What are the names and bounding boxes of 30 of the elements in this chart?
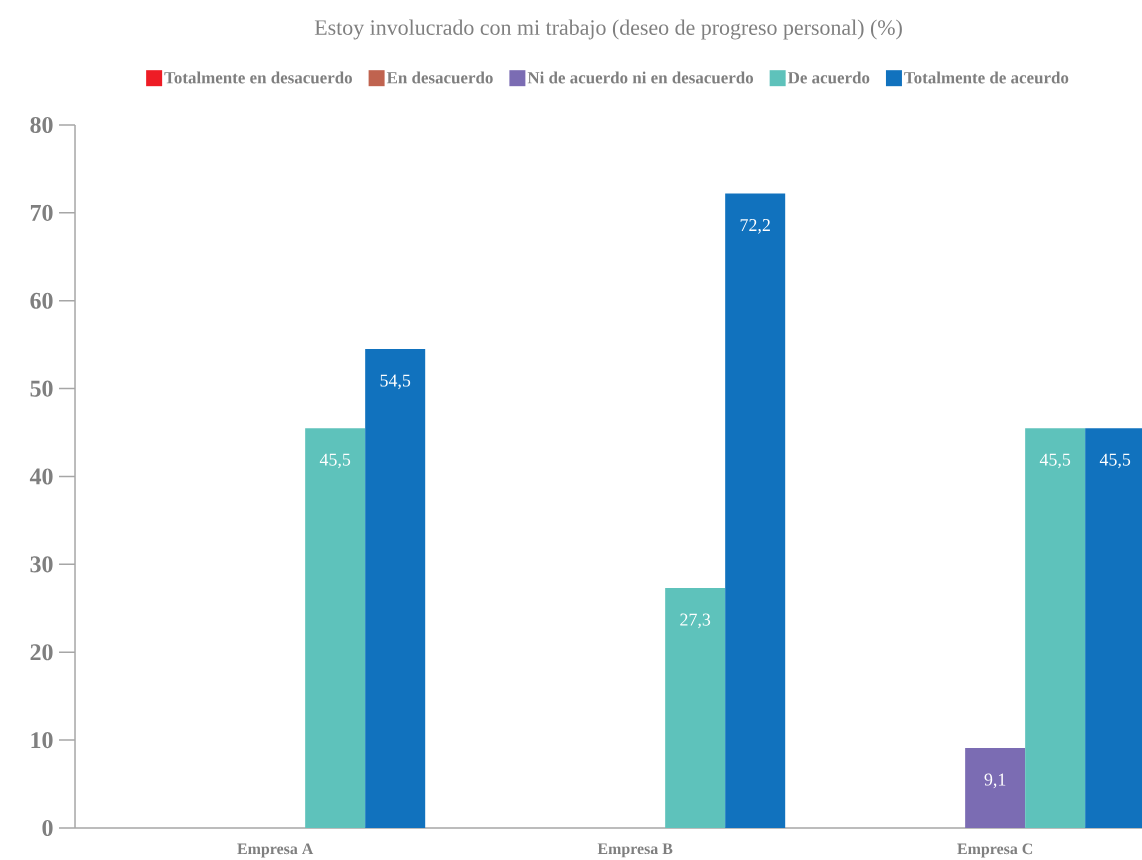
x-tick-label: Empresa C bbox=[957, 843, 1033, 858]
y-tick-label: 0 bbox=[42, 819, 53, 837]
y-tick-label: 70 bbox=[30, 204, 53, 221]
bar bbox=[965, 748, 1026, 828]
data-label: 54,5 bbox=[380, 374, 411, 390]
y-tick-label: 60 bbox=[30, 292, 53, 309]
data-label: 27,3 bbox=[680, 613, 711, 629]
y-tick-label: 50 bbox=[30, 380, 53, 397]
data-label: 72,2 bbox=[740, 219, 770, 234]
data-label: 9,1 bbox=[984, 773, 1006, 789]
chart-title: Estoy involucrado con mi trabajo (deseo de progreso personal) (%) bbox=[314, 19, 902, 40]
y-tick-label: 10 bbox=[31, 732, 53, 749]
bar bbox=[365, 349, 426, 828]
legend-label: En desacuerdo bbox=[386, 71, 493, 84]
legend-label: Totalmente de aceurdo bbox=[904, 71, 1069, 84]
data-label: 45,5 bbox=[1099, 453, 1131, 469]
y-tick-label: 40 bbox=[29, 468, 53, 485]
y-tick-label: 30 bbox=[30, 556, 53, 573]
y-tick-label: 20 bbox=[30, 644, 53, 661]
x-tick-label: Empresa A bbox=[237, 843, 314, 858]
y-tick-label: 80 bbox=[30, 116, 53, 134]
data-label: 45,5 bbox=[319, 453, 351, 469]
data-label: 45,5 bbox=[1039, 453, 1071, 469]
legend-label: De acuerdo bbox=[787, 71, 870, 84]
x-tick-label: Empresa B bbox=[597, 843, 673, 858]
bar bbox=[725, 193, 786, 828]
legend-label: Totalmente en desacuerdo bbox=[164, 71, 352, 84]
bar bbox=[665, 588, 726, 828]
legend-label: Ni de acuerdo ni en desacuerdo bbox=[527, 71, 754, 84]
bar bbox=[305, 428, 366, 828]
